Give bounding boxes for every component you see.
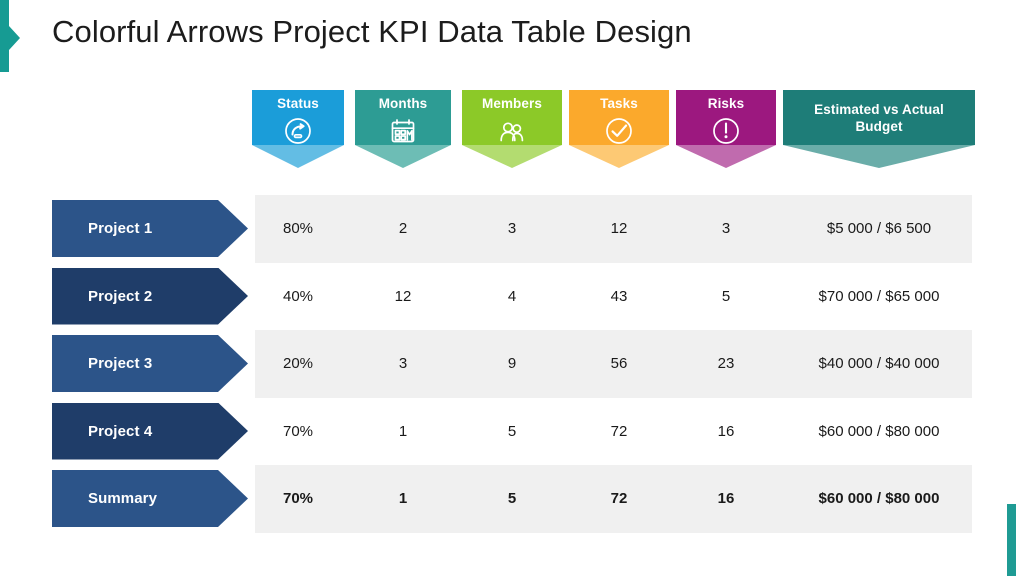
column-header-arrow-point — [355, 145, 451, 168]
table-cell: $40 000 / $40 000 — [818, 355, 940, 372]
table-cell: 1 — [398, 490, 408, 507]
column-header-risks[interactable]: Risks — [676, 90, 776, 168]
table-row[interactable]: 70% 1 5 72 16 $60 000 / $80 000 — [255, 397, 972, 466]
row-label-text: Summary — [88, 490, 158, 507]
table-cell: 9 — [507, 355, 517, 372]
table-cell: 3 — [721, 220, 731, 237]
table-cell: 3 — [507, 220, 517, 237]
column-header-arrow-point — [462, 145, 562, 168]
table-cell: 3 — [398, 355, 408, 372]
right-accent-bar — [1007, 504, 1016, 576]
table-column-headers: Status Months Members Tasks — [0, 90, 1024, 168]
column-header-estimated-vs-actual-budget[interactable]: Estimated vs Actual Budget — [783, 90, 975, 168]
row-label-arrow-project-4[interactable]: Project 4 — [52, 402, 248, 460]
column-header-months[interactable]: Months — [355, 90, 451, 168]
column-header-members[interactable]: Members — [462, 90, 562, 168]
left-accent-arrow-icon — [9, 26, 20, 50]
column-header-arrow-point — [569, 145, 669, 168]
column-header-tasks[interactable]: Tasks — [569, 90, 669, 168]
table-cell: 12 — [394, 287, 412, 305]
column-header-arrow-point — [252, 145, 344, 168]
table-cell: $5 000 / $6 500 — [826, 220, 932, 237]
table-cell: 20% — [282, 355, 314, 372]
column-header-label: Tasks — [600, 96, 638, 111]
table-cell: $70 000 / $65 000 — [818, 287, 940, 305]
table-cell: 1 — [398, 422, 408, 440]
table-cell: 12 — [610, 220, 628, 237]
table-cell: 43 — [610, 287, 628, 305]
column-header-body — [252, 90, 344, 145]
table-row[interactable]: 40% 12 4 43 5 $70 000 / $65 000 — [255, 262, 972, 331]
table-cell: 5 — [507, 422, 517, 440]
table-cell: 80% — [282, 220, 314, 237]
people-icon — [462, 116, 562, 146]
column-header-status[interactable]: Status — [252, 90, 344, 168]
table-cell: 70% — [282, 490, 314, 507]
table-cell: 72 — [610, 422, 628, 440]
row-label-arrow-project-3[interactable]: Project 3 — [52, 335, 248, 392]
column-header-body — [783, 90, 975, 145]
left-accent-bar — [0, 0, 9, 72]
table-cell: 72 — [610, 490, 628, 507]
table-cell: 56 — [610, 355, 628, 372]
speedometer-icon — [252, 116, 344, 146]
table-cell: $60 000 / $80 000 — [818, 422, 940, 440]
row-label-arrow-project-2[interactable]: Project 2 — [52, 267, 248, 325]
table-cell: 23 — [717, 355, 735, 372]
row-label-text: Project 2 — [88, 287, 153, 305]
table-row[interactable]: 80% 2 3 12 3 $5 000 / $6 500 — [255, 195, 972, 263]
table-cell: 16 — [717, 490, 735, 507]
column-header-label: Members — [482, 96, 542, 111]
table-cell: 5 — [507, 490, 517, 507]
calendar-icon — [355, 116, 451, 146]
table-cell: 16 — [717, 422, 735, 440]
table-cell: 4 — [507, 287, 517, 305]
row-label-text: Project 4 — [88, 422, 153, 440]
table-cell: 5 — [721, 287, 731, 305]
column-header-body — [462, 90, 562, 145]
column-header-label: Months — [378, 96, 428, 111]
check-circle-icon — [569, 116, 669, 146]
column-header-label: Risks — [707, 96, 745, 111]
page-title: Colorful Arrows Project KPI Data Table D… — [52, 14, 692, 49]
column-header-body — [569, 90, 669, 145]
table-cell: 70% — [282, 422, 314, 440]
column-header-arrow-point — [783, 145, 975, 168]
table-cell: 40% — [282, 287, 314, 305]
row-label-text: Project 3 — [88, 355, 153, 372]
table-row[interactable]: 20% 3 9 56 23 $40 000 / $40 000 — [255, 330, 972, 398]
row-label-text: Project 1 — [88, 220, 153, 237]
table-cell: $60 000 / $80 000 — [818, 490, 940, 507]
column-header-label: Estimated vs Actual Budget — [814, 102, 944, 134]
table-row[interactable]: 70% 1 5 72 16 $60 000 / $80 000 — [255, 465, 972, 533]
column-header-label: Status — [277, 96, 319, 111]
table-cell: 2 — [398, 220, 408, 237]
row-label-arrow-summary[interactable]: Summary — [52, 470, 248, 527]
exclamation-circle-icon — [676, 116, 776, 146]
row-label-arrow-project-1[interactable]: Project 1 — [52, 200, 248, 257]
column-header-arrow-point — [676, 145, 776, 168]
